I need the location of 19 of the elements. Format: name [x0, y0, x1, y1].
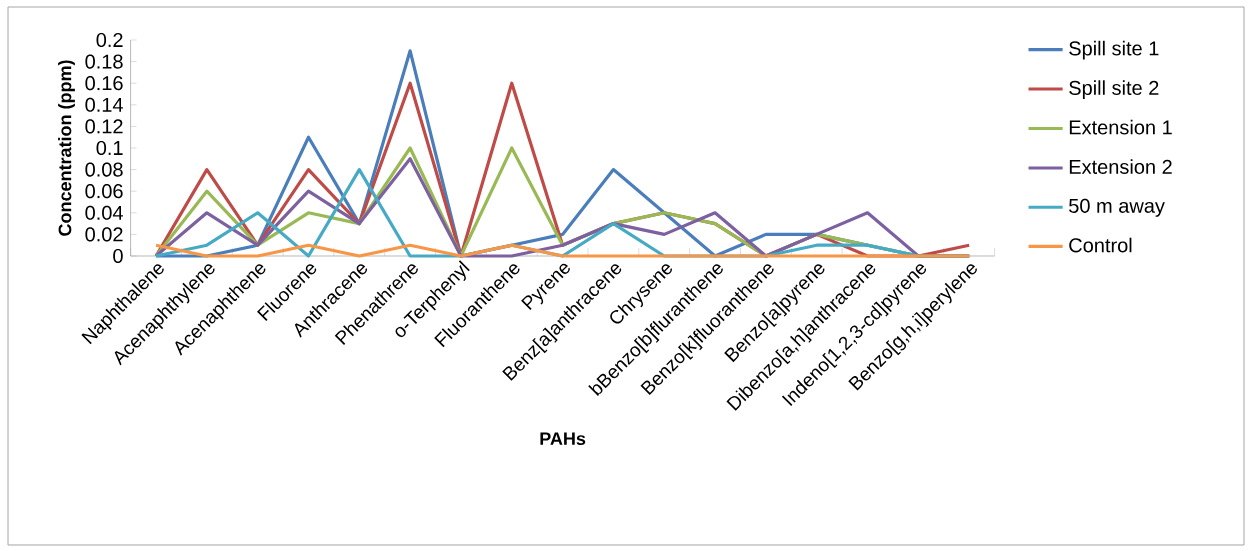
y-axis-title: Concentration (ppm)	[58, 60, 75, 236]
y-tick-label: 0.16	[85, 76, 123, 91]
legend-label: Spill site 1	[1069, 40, 1159, 60]
legend-label: 50 m away	[1069, 198, 1165, 217]
y-tick-label: 0	[113, 248, 123, 264]
x-axis-title: PAHs	[540, 432, 586, 446]
y-tick-label: 0.18	[85, 54, 123, 69]
y-tick-label: 0.1	[96, 140, 123, 156]
legend-label: Control	[1069, 237, 1132, 253]
y-tick-label: 0.2	[96, 32, 123, 48]
y-tick-label: 0.04	[85, 205, 123, 220]
legend-label: Spill site 2	[1069, 80, 1159, 99]
legend-label: Extension 2	[1069, 159, 1172, 174]
y-tick-label: 0.14	[85, 97, 123, 112]
y-tick-label: 0.06	[85, 184, 123, 199]
legend-label: Extension 1	[1069, 119, 1172, 135]
y-tick-label: 0.02	[85, 227, 123, 242]
y-tick-label: 0.12	[85, 119, 123, 134]
y-tick-label: 0.08	[85, 162, 123, 177]
